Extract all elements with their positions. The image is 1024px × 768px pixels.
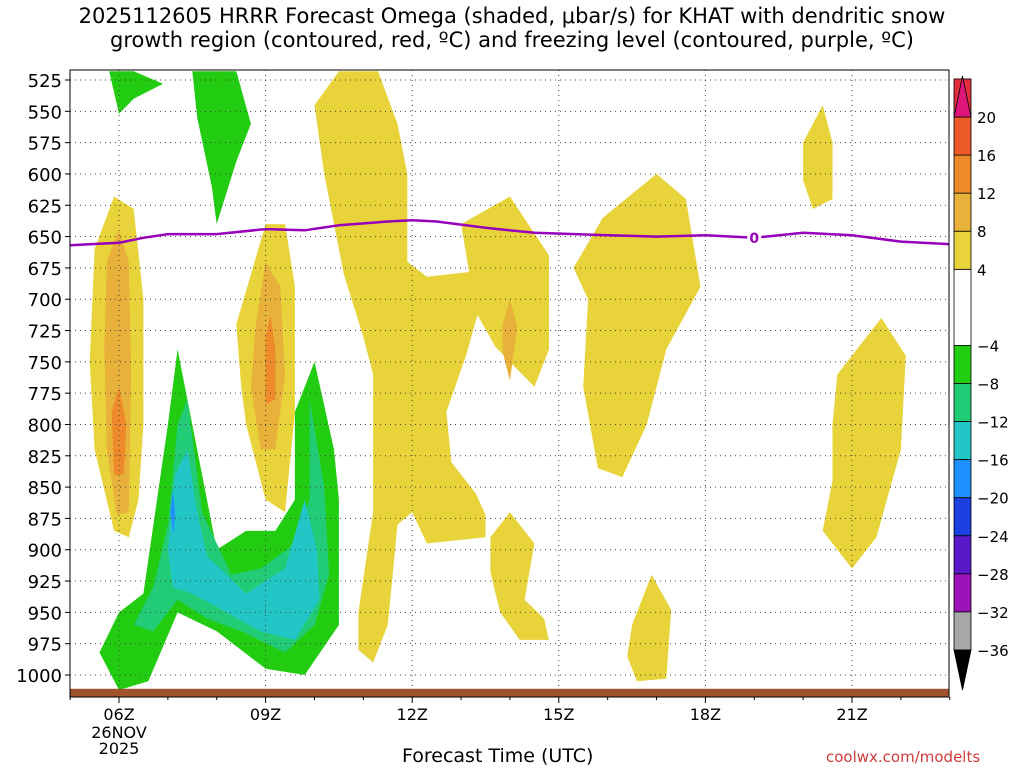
colorbar-label-8: −16 bbox=[977, 452, 1009, 470]
colorbar-under-triangle bbox=[953, 649, 972, 691]
y-tick-label-800: 800 bbox=[28, 415, 62, 436]
chart-title: 2025112605 HRRR Forecast Omega (shaded, … bbox=[0, 4, 1024, 52]
omega-region-19 bbox=[170, 489, 176, 535]
omega-region-1 bbox=[461, 196, 549, 387]
colorbar-bin-4 bbox=[953, 116, 972, 156]
colorbar-bin-2 bbox=[953, 192, 972, 232]
colorbar: 20 16 12 8 4 −4 −8 −12 −16 −20 −24 −28 −32 −36 bbox=[953, 75, 1009, 691]
y-tick-label-775: 775 bbox=[28, 384, 62, 405]
title-line2: growth region (contoured, red, ºC) and f… bbox=[110, 28, 914, 52]
omega-region-5 bbox=[490, 512, 549, 640]
colorbar-bin-13 bbox=[953, 611, 972, 651]
x-date-label-1: 2025 bbox=[99, 739, 140, 758]
terrain-fill bbox=[70, 688, 949, 697]
colorbar-bin-10 bbox=[953, 497, 972, 537]
colorbar-label-9: −20 bbox=[977, 490, 1009, 508]
x-tick-label-18Z: 18Z bbox=[690, 705, 721, 724]
y-tick-label-925: 925 bbox=[28, 572, 62, 593]
y-tick-label-850: 850 bbox=[28, 478, 62, 499]
colorbar-label-7: −12 bbox=[977, 414, 1009, 432]
colorbar-label-11: −28 bbox=[977, 566, 1009, 584]
colorbar-label-5: −4 bbox=[977, 337, 999, 355]
freezing-level-line bbox=[70, 219, 949, 247]
x-tick-label-06Z: 06Z bbox=[103, 705, 134, 724]
y-tick-label-550: 550 bbox=[28, 102, 62, 123]
omega-region-4 bbox=[822, 318, 906, 569]
colorbar-label-10: −24 bbox=[977, 528, 1009, 546]
omega-region-6 bbox=[627, 574, 672, 682]
y-tick-label-725: 725 bbox=[28, 322, 62, 343]
x-date-label-0: 26NOV bbox=[91, 723, 147, 742]
colorbar-bin-9 bbox=[953, 459, 972, 499]
omega-region-14 bbox=[109, 71, 163, 114]
omega-region-13 bbox=[502, 299, 518, 381]
credit-text: coolwx.com/modelts bbox=[826, 748, 981, 766]
omega-region-12 bbox=[265, 315, 276, 405]
y-tick-label-525: 525 bbox=[28, 71, 62, 92]
x-tick-label-15Z: 15Z bbox=[543, 705, 574, 724]
surface-terrain bbox=[70, 688, 949, 697]
colorbar-label-4: 4 bbox=[977, 261, 987, 279]
colorbar-label-2: 12 bbox=[977, 185, 996, 203]
title-line1: 2025112605 HRRR Forecast Omega (shaded, … bbox=[78, 4, 946, 28]
colorbar-label-0: 20 bbox=[977, 109, 996, 127]
colorbar-bin-3 bbox=[953, 154, 972, 194]
freezing-label-bg bbox=[747, 229, 762, 246]
colorbar-over-triangle bbox=[953, 75, 972, 118]
y-tick-label-575: 575 bbox=[28, 134, 62, 155]
y-tick-label-825: 825 bbox=[28, 447, 62, 468]
freezing-level-label: 0 bbox=[749, 231, 759, 247]
colorbar-bin-7 bbox=[953, 383, 972, 422]
y-tick-label-1000: 1000 bbox=[16, 666, 62, 687]
colorbar-label-12: −32 bbox=[977, 604, 1009, 622]
colorbar-label-3: 8 bbox=[977, 223, 987, 241]
colorbar-bin-8 bbox=[953, 421, 972, 461]
y-tick-label-700: 700 bbox=[28, 290, 62, 311]
omega-region-2 bbox=[573, 173, 701, 478]
y-tick-label-950: 950 bbox=[28, 603, 62, 624]
colorbar-label-13: −36 bbox=[977, 642, 1009, 660]
omega-region-3 bbox=[803, 105, 833, 209]
x-axis-title: Forecast Time (UTC) bbox=[402, 745, 594, 767]
omega-region-18 bbox=[167, 449, 320, 640]
freezing-level: 0 bbox=[70, 219, 949, 247]
y-tick-label-600: 600 bbox=[28, 165, 62, 186]
y-tick-label-900: 900 bbox=[28, 541, 62, 562]
y-tick-label-750: 750 bbox=[28, 353, 62, 374]
y-tick-label-650: 650 bbox=[28, 228, 62, 249]
colorbar-bin-6 bbox=[953, 345, 972, 384]
y-tick-label-975: 975 bbox=[28, 635, 62, 656]
y-axis: 525 550 575 600 625 650 675 700 725 750 775 800 825 8… bbox=[16, 71, 70, 687]
colorbar-bin-12 bbox=[953, 573, 972, 613]
colorbar-label-6: −8 bbox=[977, 376, 999, 394]
colorbar-label-1: 16 bbox=[977, 147, 996, 165]
colorbar-bin-1 bbox=[953, 230, 972, 270]
omega-shading bbox=[89, 71, 906, 690]
x-tick-label-21Z: 21Z bbox=[836, 705, 867, 724]
omega-region-0 bbox=[314, 71, 486, 663]
y-tick-label-675: 675 bbox=[28, 259, 62, 280]
y-tick-label-625: 625 bbox=[28, 196, 62, 217]
omega-region-15 bbox=[192, 71, 251, 225]
colorbar-bin-0 bbox=[953, 268, 972, 346]
colorbar-bin-11 bbox=[953, 535, 972, 575]
x-tick-label-12Z: 12Z bbox=[397, 705, 428, 724]
y-tick-label-875: 875 bbox=[28, 509, 62, 530]
x-tick-label-09Z: 09Z bbox=[250, 705, 281, 724]
